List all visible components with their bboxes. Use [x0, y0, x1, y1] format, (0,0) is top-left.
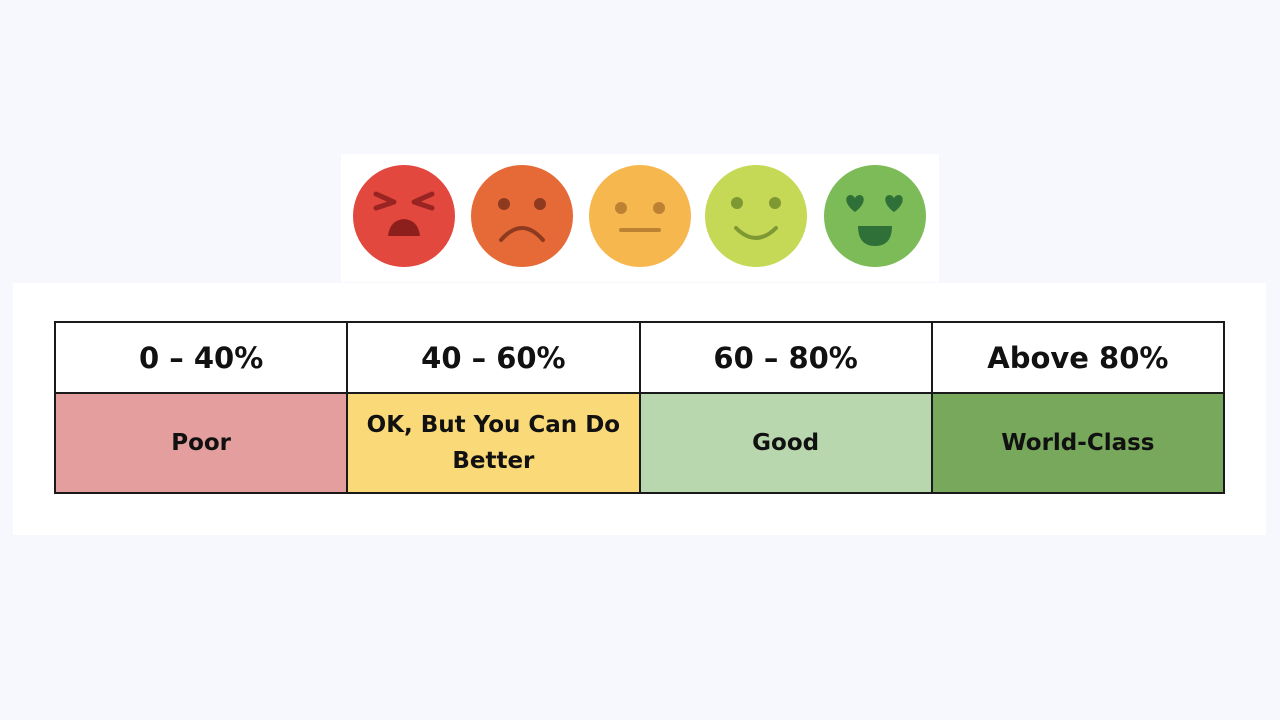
emoji-rating-panel: [341, 154, 939, 282]
angry-face-icon: [352, 164, 456, 268]
score-scale-table: 0 – 40% 40 – 60% 60 – 80% Above 80% Poor…: [53, 321, 1226, 494]
range-cell: 0 – 40%: [53, 321, 349, 394]
sad-face-icon: [470, 164, 574, 268]
rating-cell-ok: OK, But You Can Do Better: [346, 392, 641, 494]
happy-face-icon: [704, 164, 808, 268]
rating-cell-poor: Poor: [53, 392, 349, 494]
rating-cell-good: Good: [638, 392, 933, 494]
range-cell: Above 80%: [930, 321, 1226, 394]
neutral-face-icon: [588, 164, 692, 268]
range-row: 0 – 40% 40 – 60% 60 – 80% Above 80%: [53, 321, 1226, 394]
range-cell: 40 – 60%: [346, 321, 641, 394]
range-cell: 60 – 80%: [638, 321, 933, 394]
rating-cell-world-class: World-Class: [930, 392, 1226, 494]
score-scale-panel: 0 – 40% 40 – 60% 60 – 80% Above 80% Poor…: [13, 283, 1266, 535]
heart-eyes-face-icon: [823, 164, 927, 268]
rating-row: Poor OK, But You Can Do Better Good Worl…: [53, 392, 1226, 494]
